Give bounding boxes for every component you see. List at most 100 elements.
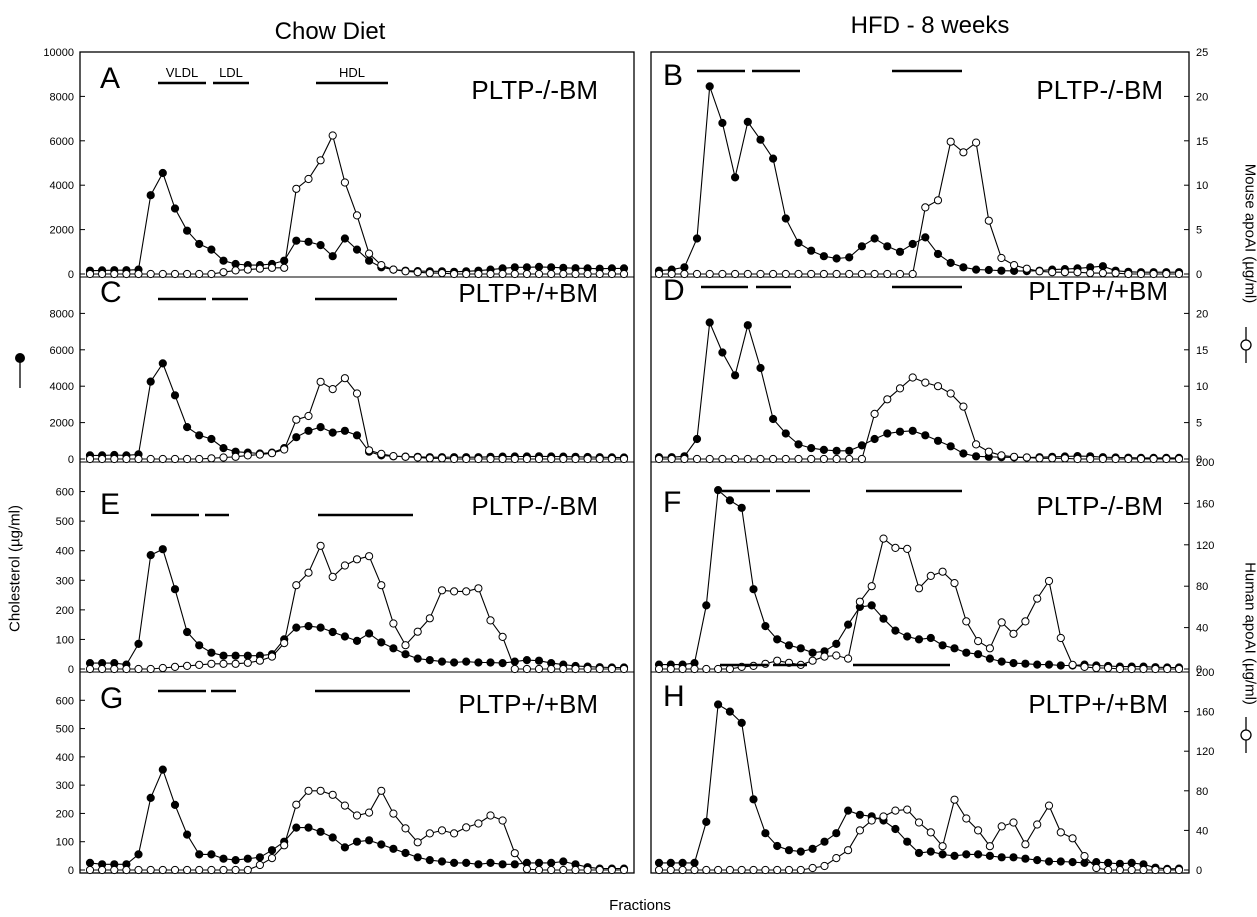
apoai-point — [534, 269, 544, 279]
apoai-point — [654, 664, 664, 674]
apoai-point — [425, 269, 434, 278]
cholesterol-point — [1021, 854, 1030, 863]
apoai-point — [891, 543, 900, 553]
apoai-point — [134, 664, 143, 674]
cholesterol-point — [377, 840, 386, 849]
apoai-point — [855, 597, 865, 606]
apoai-point — [808, 863, 817, 873]
apoai-point — [304, 786, 313, 795]
apoai-point — [678, 865, 687, 875]
cholesterol-point — [389, 644, 398, 653]
cholesterol-point — [1021, 659, 1030, 668]
cholesterol-point — [474, 658, 483, 667]
cholesterol-point — [921, 233, 930, 242]
apoai-point — [883, 269, 892, 279]
cholesterol-point — [462, 657, 471, 666]
cholesterol-point — [761, 622, 770, 631]
cholesterol-point — [183, 423, 192, 432]
apoai-point — [984, 216, 993, 225]
cholesterol-point — [401, 848, 410, 858]
hdl-label: HDL — [339, 65, 365, 80]
cholesterol-point — [794, 238, 803, 247]
apoai-point — [85, 664, 95, 674]
apoai-point — [365, 552, 374, 561]
cholesterol-point — [819, 445, 829, 454]
apoai-point — [1044, 801, 1054, 810]
cholesterol-point — [158, 359, 167, 368]
apoai-point — [908, 373, 917, 382]
apoai-point — [122, 865, 131, 875]
apoai-point — [85, 454, 95, 464]
cholesterol-point — [926, 847, 935, 856]
apoai-point — [219, 453, 228, 462]
apoai-point — [352, 811, 362, 820]
left-tick-label: 0 — [68, 664, 74, 676]
cholesterol-point — [1033, 856, 1042, 865]
apoai-point — [183, 269, 192, 279]
series-line-cholesterol-E — [90, 548, 624, 669]
apoai-point — [743, 454, 752, 464]
cholesterol-point — [946, 258, 955, 267]
apoai-point — [413, 627, 422, 636]
apoai-point — [619, 269, 629, 279]
cholesterol-point — [807, 246, 816, 255]
apoai-point — [195, 269, 204, 279]
apoai-point — [737, 865, 746, 875]
apoai-point — [891, 806, 900, 815]
cholesterol-point — [702, 817, 711, 827]
apoai-point — [231, 659, 240, 668]
cholesterol-point — [705, 82, 714, 91]
left-tick-label: 100 — [56, 634, 74, 646]
cholesterol-point — [158, 168, 167, 178]
cholesterol-point — [769, 154, 778, 163]
apoai-point — [207, 865, 216, 875]
cholesterol-point — [280, 256, 289, 265]
apoai-point — [571, 865, 580, 875]
right-tick-label: 40 — [1196, 825, 1208, 837]
apoai-point — [731, 269, 740, 279]
apoai-point — [959, 148, 968, 157]
apoai-point — [845, 454, 854, 464]
apoai-point — [1098, 454, 1108, 464]
apoai-point — [1111, 269, 1120, 278]
apoai-point — [316, 156, 325, 165]
apoai-point — [280, 841, 289, 850]
cholesterol-point — [183, 830, 192, 839]
apoai-point — [365, 249, 374, 258]
cholesterol-point — [219, 256, 228, 265]
apoai-point — [85, 865, 95, 875]
cholesterol-point — [292, 823, 301, 832]
apoai-point — [219, 865, 228, 875]
cholesterol-point — [857, 441, 867, 450]
apoai-point — [170, 269, 180, 279]
apoai-point — [122, 269, 131, 279]
apoai-point — [1124, 454, 1133, 464]
apoai-point — [654, 454, 664, 464]
panel-letter-C: C — [100, 276, 122, 309]
panel-label-C: PLTP+/+BM — [458, 278, 598, 308]
apoai-point — [607, 865, 617, 875]
apoai-point — [158, 269, 167, 279]
left-tick-label: 0 — [68, 865, 74, 877]
apoai-point — [195, 454, 204, 464]
apoai-point — [110, 454, 119, 464]
cholesterol-point — [170, 391, 180, 400]
cholesterol-point — [819, 252, 829, 261]
cholesterol-point — [183, 627, 192, 637]
apoai-point — [1021, 840, 1030, 849]
apoai-point — [972, 138, 981, 147]
apoai-point — [654, 865, 664, 875]
cholesterol-point — [784, 846, 794, 855]
series-line-apoai-F — [659, 537, 1179, 670]
cholesterol-point — [903, 837, 912, 846]
right-tick-label: 15 — [1196, 136, 1208, 148]
apoai-point — [498, 632, 507, 642]
cholesterol-point — [946, 442, 955, 451]
apoai-point — [938, 567, 947, 576]
cholesterol-point — [413, 853, 422, 862]
apoai-point — [832, 854, 841, 863]
apoai-point — [820, 652, 829, 661]
cholesterol-point — [855, 810, 865, 819]
apoai-point — [146, 664, 155, 674]
apoai-point — [903, 805, 912, 814]
